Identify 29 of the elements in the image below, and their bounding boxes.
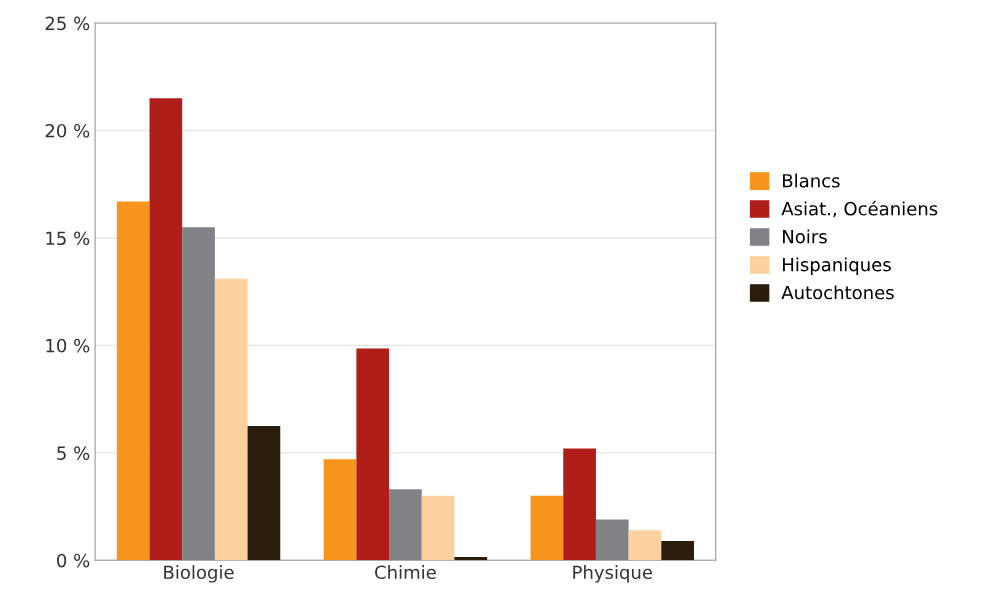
bar (454, 557, 488, 561)
bar (323, 459, 357, 561)
y-tick-label: 0 % (57, 553, 90, 568)
bar (421, 495, 455, 561)
bar (595, 519, 629, 561)
bar (530, 495, 564, 561)
bar (116, 201, 150, 561)
legend-label: Hispaniques (783, 257, 891, 275)
bar (149, 98, 183, 561)
y-tick-label: 10 % (46, 338, 90, 353)
y-tick-label: 20 % (45, 123, 90, 138)
bar (247, 425, 281, 561)
x-tick-label: Chimie (375, 565, 436, 580)
bar (628, 530, 662, 561)
y-tick-label: 5 % (57, 446, 90, 460)
bar (389, 489, 422, 561)
bar (661, 540, 694, 561)
bar (356, 348, 390, 561)
bar (563, 448, 596, 561)
bar (214, 278, 248, 561)
legend-label: Asiat., Océaniens (781, 200, 938, 218)
y-tick-label: 15 % (46, 231, 90, 246)
y-tick-label: 25 % (45, 16, 90, 31)
bar (182, 227, 215, 561)
legend-label: Autochtones (781, 285, 894, 300)
x-tick-label: Physique (573, 565, 653, 583)
legend-label: Noirs (783, 229, 827, 244)
legend-label: Blancs (783, 173, 840, 188)
x-tick-label: Biologie (164, 565, 234, 583)
